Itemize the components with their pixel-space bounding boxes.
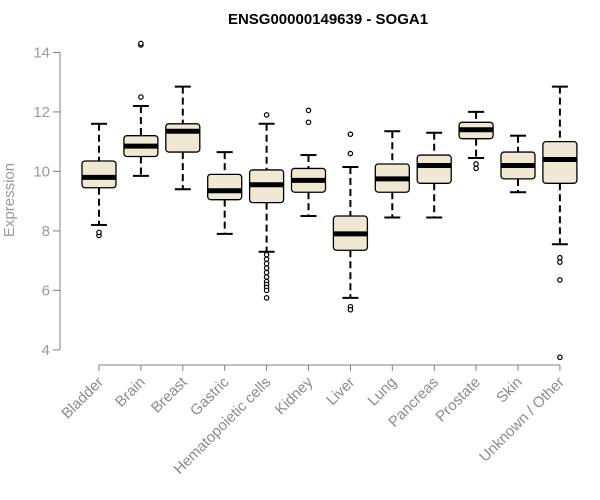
boxes xyxy=(81,40,578,361)
box-group xyxy=(165,85,201,191)
outlier-point xyxy=(263,274,270,280)
outlier-point xyxy=(263,112,270,118)
outlier-point xyxy=(557,277,563,283)
outlier-point xyxy=(263,256,270,262)
outlier-point xyxy=(473,161,479,167)
box-group xyxy=(374,130,410,219)
box-group xyxy=(290,107,327,218)
y-tick-label: 8 xyxy=(42,223,50,240)
x-tick-label: Brain xyxy=(112,374,149,411)
box xyxy=(416,154,452,184)
box-group xyxy=(207,151,243,235)
box xyxy=(165,123,201,153)
y-tick-label: 4 xyxy=(42,342,50,359)
x-tick-label: Lung xyxy=(365,374,401,410)
x-tick-label: Skin xyxy=(493,374,526,407)
outlier-point xyxy=(263,265,270,271)
box-group xyxy=(81,122,117,239)
outlier-point xyxy=(473,165,479,172)
box-group xyxy=(416,131,452,219)
box xyxy=(207,173,243,201)
outlier-point xyxy=(557,259,563,265)
outlier-point xyxy=(138,94,144,100)
box-group xyxy=(332,131,369,313)
x-tick-label: Bladder xyxy=(58,374,107,423)
y-axis-label: Expression xyxy=(1,163,18,237)
outlier-point xyxy=(263,251,270,258)
outlier-point xyxy=(263,269,270,276)
chart-title: ENSG00000149639 - SOGA1 xyxy=(228,11,428,28)
outlier-point xyxy=(138,40,144,47)
outlier-point xyxy=(557,354,563,361)
x-tick-label: Kidney xyxy=(272,373,317,418)
box xyxy=(81,160,117,189)
y-tick-label: 12 xyxy=(33,104,50,121)
x-tick-label: Liver xyxy=(323,374,358,409)
outlier-point xyxy=(347,131,354,138)
outlier-point xyxy=(96,229,102,236)
outlier-point xyxy=(263,260,270,267)
outlier-point xyxy=(347,306,354,313)
outlier-point xyxy=(347,150,354,157)
box-group xyxy=(123,40,159,177)
y-tick-label: 14 xyxy=(33,44,50,61)
box-group xyxy=(248,112,285,301)
box-group xyxy=(542,85,578,361)
outlier-point xyxy=(305,107,312,114)
outlier-point xyxy=(557,254,563,261)
outlier-point xyxy=(263,287,270,294)
box-group xyxy=(458,110,494,172)
outlier-point xyxy=(263,295,270,301)
box-group xyxy=(500,134,536,194)
y-tick-label: 6 xyxy=(42,282,50,299)
x-tick-label: Prostate xyxy=(432,374,484,426)
x-tick-label: Breast xyxy=(148,373,191,416)
outlier-point xyxy=(305,119,312,126)
box xyxy=(542,140,578,184)
y-tick-label: 10 xyxy=(33,163,50,180)
